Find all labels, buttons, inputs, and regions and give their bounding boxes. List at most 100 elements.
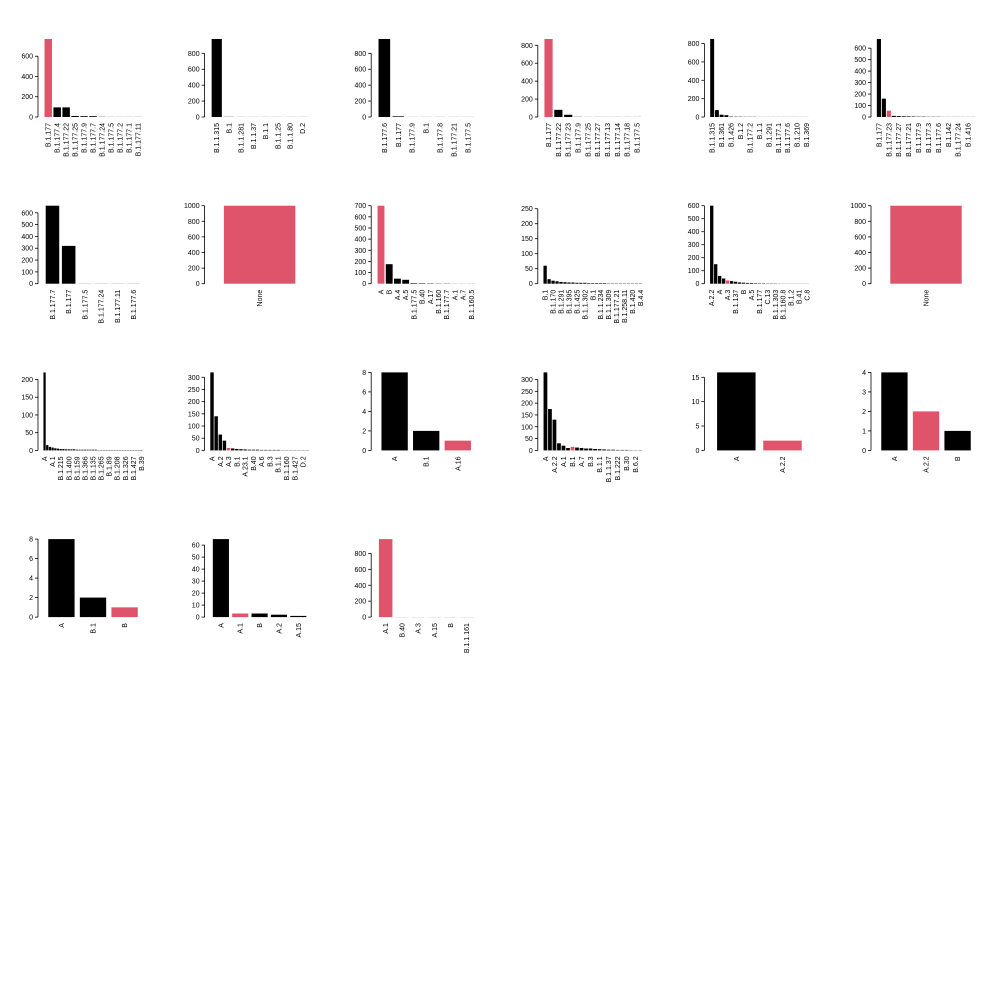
bar	[557, 443, 561, 450]
y-tick-label: 600	[188, 67, 200, 74]
bar	[710, 206, 713, 284]
bar	[232, 614, 248, 618]
x-tick-label: B.1.1.234	[598, 290, 605, 320]
y-tick-label: 600	[21, 210, 33, 217]
bar	[607, 450, 611, 451]
x-tick-label: B.1.291	[766, 123, 773, 147]
y-tick-label: 800	[355, 51, 367, 58]
bar	[410, 283, 417, 284]
x-tick-label: B.30	[624, 456, 631, 471]
x-tick-label: A	[42, 456, 49, 461]
bar	[583, 283, 586, 284]
bar	[53, 107, 60, 117]
bar	[710, 39, 714, 117]
x-tick-label: A	[59, 623, 66, 628]
bar	[944, 431, 970, 451]
bar	[566, 448, 570, 450]
y-tick-label: 50	[192, 555, 200, 562]
bar	[386, 264, 393, 284]
bar	[587, 283, 590, 284]
y-tick-label: 4	[362, 409, 366, 416]
y-tick-label: 100	[854, 103, 866, 110]
bar	[71, 116, 78, 117]
y-tick-label: 300	[688, 242, 700, 249]
x-tick-label: B.1.1	[263, 123, 270, 139]
x-tick-label: B	[741, 289, 748, 294]
x-tick-label: B.1.427	[131, 456, 138, 480]
x-tick-label: B.39	[139, 456, 146, 471]
y-tick-label: 0	[529, 448, 533, 455]
bar	[599, 283, 602, 284]
x-tick-label: B.1.177.23	[886, 123, 893, 157]
y-tick-label: 2	[862, 409, 866, 416]
bar	[48, 539, 74, 617]
y-tick-label: 800	[854, 219, 866, 226]
x-tick-label: B.1.177.25	[73, 123, 80, 157]
bar	[111, 607, 137, 617]
bar	[252, 450, 255, 451]
y-tick-label: 0	[362, 615, 366, 622]
y-tick-label: 2	[362, 428, 366, 435]
bar	[571, 283, 574, 284]
x-tick-label: B.1.1.25	[275, 123, 282, 149]
bar	[734, 282, 737, 284]
bar	[562, 446, 566, 451]
x-tick-label: B.1.361	[719, 123, 726, 147]
bar	[92, 450, 94, 451]
x-tick-label: None	[257, 290, 264, 307]
y-tick-label: 600	[688, 59, 700, 66]
x-tick-label: A.1	[383, 623, 390, 634]
bar	[62, 449, 64, 450]
bar	[589, 449, 593, 451]
bar	[554, 110, 562, 117]
x-tick-label: B.1.137	[733, 290, 740, 314]
x-tick-label: A.1	[238, 623, 245, 634]
bar	[52, 448, 54, 451]
y-tick-label: 800	[521, 43, 533, 50]
bar	[290, 616, 306, 617]
x-tick-label: B.1.177.8	[438, 123, 445, 153]
bar	[379, 539, 393, 617]
y-tick-label: 0	[695, 281, 699, 288]
x-tick-label: B.1.177.1	[126, 123, 133, 153]
bar	[881, 372, 907, 450]
y-tick-label: 50	[192, 436, 200, 443]
x-tick-label: B.1.420	[630, 290, 637, 314]
bar	[46, 445, 48, 450]
y-tick-label: 0	[862, 448, 866, 455]
bar	[394, 279, 401, 284]
bar	[445, 441, 471, 451]
bar	[402, 280, 409, 284]
x-tick-label: A.7	[579, 456, 586, 467]
x-tick-label: B.1.177.6	[382, 123, 389, 153]
y-tick-label: 400	[188, 83, 200, 90]
y-tick-label: 60	[192, 543, 200, 550]
bar	[913, 411, 939, 450]
bar	[555, 281, 558, 283]
x-tick-label: B.1.89	[107, 456, 114, 476]
y-tick-label: 1000	[184, 203, 200, 210]
y-tick-label: 300	[521, 377, 533, 384]
x-tick-label: B	[122, 623, 129, 628]
y-tick-label: 0	[196, 615, 200, 622]
x-tick-label: B.1.177.27	[595, 123, 602, 157]
x-tick-label: None	[924, 290, 931, 307]
x-tick-label: A.2.2	[924, 456, 931, 472]
x-tick-label: A.2.2	[709, 290, 716, 306]
x-tick-label: B.1.177.9	[82, 123, 89, 153]
bar	[68, 449, 70, 450]
y-tick-label: 150	[521, 236, 533, 243]
x-tick-label: B.1.177.7	[444, 290, 451, 320]
x-tick-label: B.1.2	[738, 123, 745, 139]
bar	[595, 283, 598, 284]
x-tick-label: B.1.1.80	[288, 123, 295, 149]
y-tick-label: 200	[355, 259, 367, 266]
y-tick-label: 200	[688, 96, 700, 103]
bar	[248, 450, 251, 451]
